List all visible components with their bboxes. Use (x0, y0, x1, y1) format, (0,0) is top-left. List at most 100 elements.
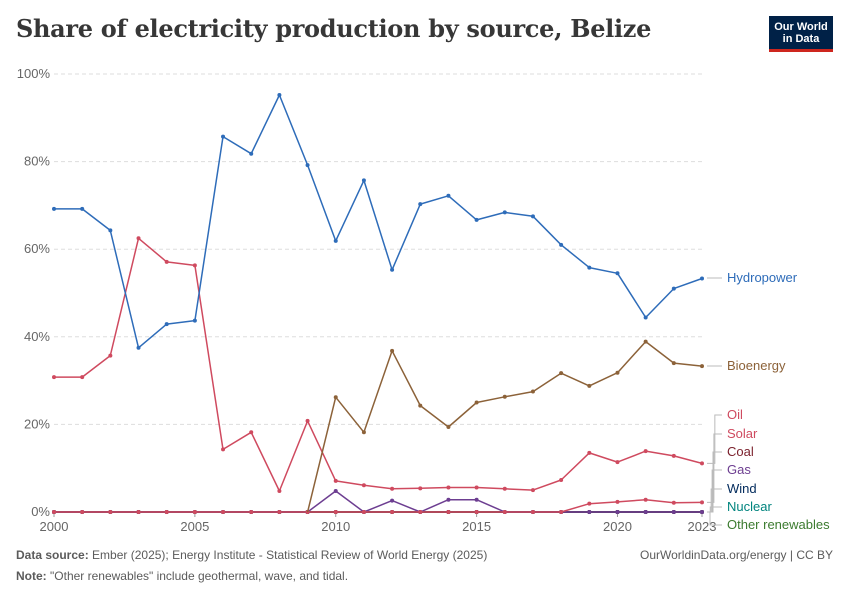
data-point-gas[interactable] (587, 510, 592, 514)
data-point-hydropower[interactable] (361, 178, 366, 183)
data-point-hydropower[interactable] (164, 322, 169, 327)
data-point-bioenergy[interactable] (446, 425, 451, 430)
data-point-hydropower[interactable] (643, 315, 648, 320)
legend-label-oil[interactable]: Oil (727, 407, 743, 422)
data-point-solar[interactable] (643, 497, 648, 502)
data-point-hydropower[interactable] (333, 238, 338, 243)
data-point-oil[interactable] (502, 486, 507, 491)
data-point-hydropower[interactable] (559, 242, 564, 247)
data-point-solar[interactable] (474, 510, 479, 514)
data-point-hydropower[interactable] (615, 271, 620, 276)
data-point-solar[interactable] (136, 510, 141, 514)
data-point-hydropower[interactable] (192, 318, 197, 323)
data-point-solar[interactable] (700, 500, 704, 505)
data-point-oil[interactable] (80, 375, 85, 380)
data-point-bioenergy[interactable] (474, 400, 479, 405)
data-point-solar[interactable] (333, 510, 338, 514)
data-point-oil[interactable] (474, 485, 479, 490)
data-point-hydropower[interactable] (446, 193, 451, 198)
data-point-hydropower[interactable] (587, 265, 592, 270)
data-point-solar[interactable] (164, 510, 169, 514)
data-point-oil[interactable] (643, 449, 648, 454)
data-point-solar[interactable] (277, 510, 282, 514)
data-point-hydropower[interactable] (52, 206, 56, 211)
owid-logo[interactable]: Our World in Data (769, 16, 833, 52)
legend-label-bioenergy[interactable]: Bioenergy (727, 358, 786, 373)
data-point-solar[interactable] (559, 510, 564, 514)
data-point-gas[interactable] (390, 498, 395, 503)
data-point-oil[interactable] (277, 488, 282, 493)
data-point-oil[interactable] (671, 453, 676, 458)
data-point-solar[interactable] (587, 501, 592, 506)
series-oil[interactable] (52, 236, 704, 493)
data-point-gas[interactable] (700, 510, 704, 514)
series-solar[interactable] (52, 497, 704, 514)
legend-label-solar[interactable]: Solar (727, 426, 758, 441)
data-point-oil[interactable] (249, 430, 254, 435)
data-point-bioenergy[interactable] (643, 339, 648, 344)
legend-label-coal[interactable]: Coal (727, 444, 754, 459)
data-point-bioenergy[interactable] (615, 370, 620, 375)
data-point-solar[interactable] (221, 510, 226, 514)
data-point-bioenergy[interactable] (671, 361, 676, 366)
data-point-hydropower[interactable] (136, 345, 141, 350)
data-point-solar[interactable] (530, 510, 535, 514)
legend-label-gas[interactable]: Gas (727, 462, 751, 477)
credit-link[interactable]: OurWorldinData.org/energy | CC BY (640, 548, 833, 562)
data-point-solar[interactable] (52, 510, 56, 514)
data-point-hydropower[interactable] (502, 210, 507, 215)
data-point-oil[interactable] (108, 353, 113, 358)
data-point-solar[interactable] (108, 510, 113, 514)
data-point-bioenergy[interactable] (418, 403, 423, 408)
data-point-oil[interactable] (52, 375, 56, 380)
data-point-solar[interactable] (80, 510, 85, 514)
legend-label-other-renewables[interactable]: Other renewables (727, 517, 830, 532)
data-point-solar[interactable] (502, 510, 507, 514)
data-point-bioenergy[interactable] (361, 430, 366, 435)
data-point-hydropower[interactable] (108, 228, 113, 233)
data-point-oil[interactable] (333, 478, 338, 483)
data-point-bioenergy[interactable] (587, 383, 592, 388)
data-point-bioenergy[interactable] (700, 364, 704, 369)
data-point-solar[interactable] (446, 510, 451, 514)
data-point-solar[interactable] (390, 510, 395, 514)
series-bioenergy[interactable] (306, 339, 704, 513)
data-point-hydropower[interactable] (249, 151, 254, 156)
data-point-solar[interactable] (615, 499, 620, 504)
data-point-solar[interactable] (361, 510, 366, 514)
data-point-gas[interactable] (671, 510, 676, 514)
data-point-bioenergy[interactable] (502, 394, 507, 399)
data-point-hydropower[interactable] (530, 214, 535, 219)
data-point-hydropower[interactable] (700, 276, 704, 281)
data-point-hydropower[interactable] (418, 202, 423, 207)
data-point-oil[interactable] (418, 486, 423, 491)
series-gas[interactable] (52, 488, 704, 514)
data-point-solar[interactable] (192, 510, 197, 514)
data-point-oil[interactable] (615, 460, 620, 465)
data-point-hydropower[interactable] (474, 217, 479, 222)
data-point-oil[interactable] (221, 447, 226, 452)
data-point-oil[interactable] (164, 259, 169, 264)
data-point-oil[interactable] (305, 418, 310, 423)
data-point-hydropower[interactable] (80, 206, 85, 211)
data-point-oil[interactable] (446, 485, 451, 490)
data-point-gas[interactable] (474, 497, 479, 502)
data-point-bioenergy[interactable] (559, 371, 564, 376)
data-point-oil[interactable] (587, 450, 592, 455)
data-point-hydropower[interactable] (221, 134, 226, 139)
data-point-bioenergy[interactable] (390, 348, 395, 353)
data-point-hydropower[interactable] (671, 286, 676, 291)
data-point-oil[interactable] (530, 488, 535, 493)
legend-label-hydropower[interactable]: Hydropower (727, 270, 798, 285)
legend-label-wind[interactable]: Wind (727, 481, 757, 496)
data-point-gas[interactable] (446, 497, 451, 502)
data-point-oil[interactable] (361, 483, 366, 488)
data-point-gas[interactable] (615, 510, 620, 514)
data-point-solar[interactable] (671, 500, 676, 505)
data-point-oil[interactable] (390, 486, 395, 491)
data-point-bioenergy[interactable] (530, 389, 535, 394)
data-point-bioenergy[interactable] (333, 395, 338, 400)
series-hydropower[interactable] (52, 93, 704, 350)
data-point-gas[interactable] (643, 510, 648, 514)
